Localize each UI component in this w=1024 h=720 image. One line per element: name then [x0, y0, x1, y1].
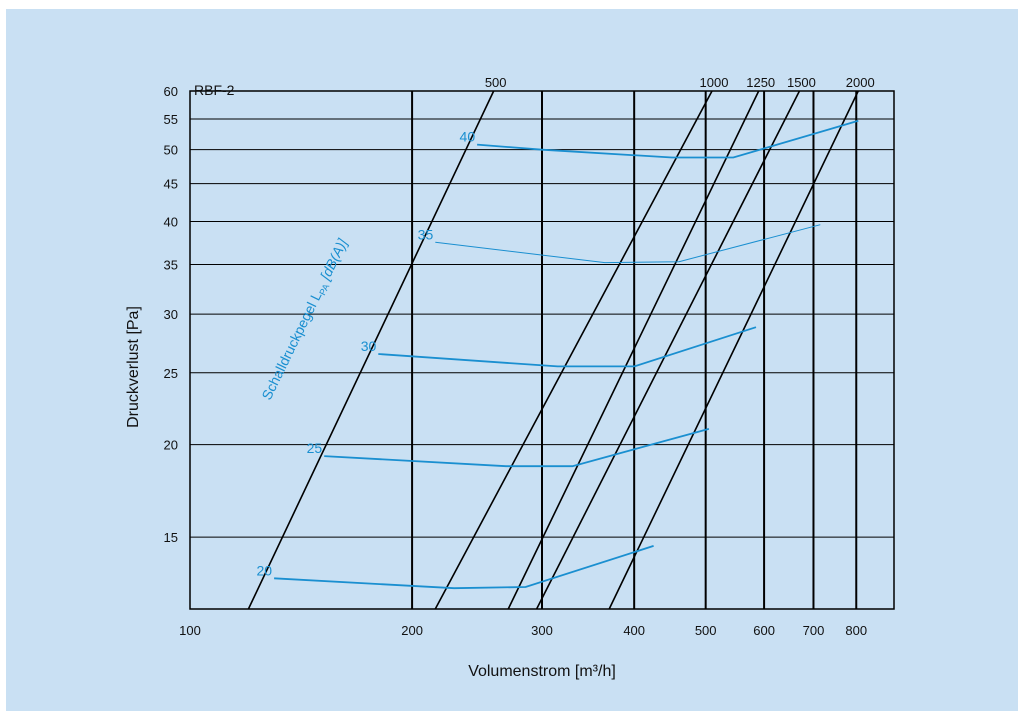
noise-curve-label-35: 35 [418, 226, 434, 242]
x-tick-label: 800 [845, 623, 867, 638]
y-tick-label: 50 [164, 143, 178, 158]
x-tick-label: 300 [531, 623, 553, 638]
noise-axis-label: Schalldruckpegel LPA [dB(A)] [258, 235, 352, 403]
grid-layer [190, 90, 894, 609]
y-tick-label: 25 [164, 366, 178, 381]
noise-curve-25 [324, 428, 710, 468]
flow-lines-layer [247, 90, 859, 610]
flow-line-label-1000: 1000 [700, 75, 729, 90]
x-tick-label: 700 [803, 623, 825, 638]
x-tick-label: 600 [753, 623, 775, 638]
chart: 100 200 300 400 500 600 700 800 15 20 25 30 35 40 45 50… [125, 75, 895, 680]
noise-curve-label-25: 25 [307, 440, 323, 456]
y-tick-label: 55 [164, 112, 178, 127]
y-axis-label: Druckverlust [Pa] [125, 306, 142, 428]
flow-line-label-500: 500 [485, 75, 507, 90]
flow-line-500 [247, 90, 495, 610]
y-tick-label: 30 [164, 307, 178, 322]
flow-line-label-1500: 1500 [787, 75, 816, 90]
x-axis-label: Volumenstrom [m³/h] [468, 663, 616, 680]
flow-line-label-2000: 2000 [846, 75, 875, 90]
noise-curve-20 [274, 545, 654, 590]
y-tick-label: 35 [164, 257, 178, 272]
x-tick-label: 100 [179, 623, 201, 638]
flow-line-2000 [608, 90, 859, 610]
noise-curve-label-40: 40 [460, 129, 476, 145]
noise-curve-35 [435, 224, 821, 264]
chart-title: RBF-2 [194, 82, 235, 98]
noise-axis-label-unit: [dB(A)] [315, 235, 351, 286]
flow-line-1250 [507, 90, 760, 610]
plot-frame [189, 90, 895, 610]
x-tick-label: 200 [401, 623, 423, 638]
flow-line-label-1250: 1250 [746, 75, 775, 90]
noise-axis-label-sub: PA [317, 282, 331, 297]
noise-curve-40 [477, 119, 859, 159]
series-layer [274, 119, 859, 590]
tick-layer: 100 200 300 400 500 600 700 800 15 20 25 30 35 40 45 50… [164, 75, 875, 638]
y-tick-label: 20 [164, 438, 178, 453]
x-tick-label: 400 [623, 623, 645, 638]
y-tick-label: 60 [164, 84, 178, 99]
y-tick-label: 40 [164, 214, 178, 229]
y-tick-label: 15 [164, 530, 178, 545]
chart-panel: 100 200 300 400 500 600 700 800 15 20 25 30 35 40 45 50… [6, 9, 1018, 711]
noise-axis-label-main: Schalldruckpegel L [258, 289, 324, 403]
noise-curve-label-20: 20 [256, 562, 272, 578]
flow-line-1000 [434, 90, 713, 610]
noise-curve-label-30: 30 [361, 338, 377, 354]
x-tick-label: 500 [695, 623, 717, 638]
noise-curve-30 [378, 326, 757, 368]
flow-line-1500 [535, 90, 801, 610]
y-tick-label: 45 [164, 177, 178, 192]
